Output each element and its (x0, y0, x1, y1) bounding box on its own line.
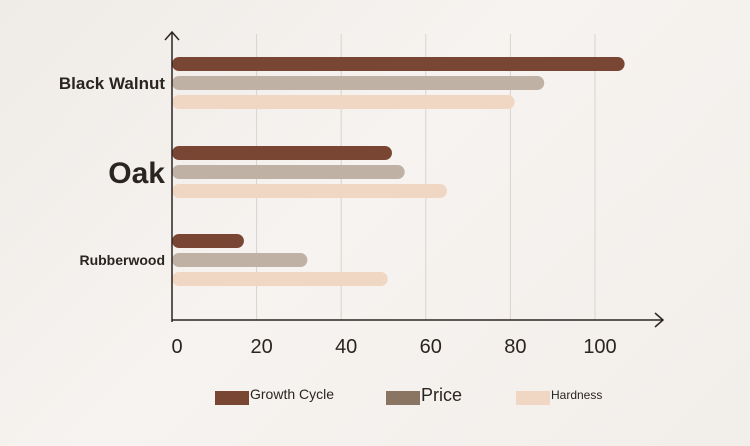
legend-label-hardness: Hardness (551, 388, 602, 402)
x-tick-label-0: 0 (171, 336, 182, 358)
y-axis-arrow (164, 30, 180, 41)
bar-oak-hardness (172, 184, 447, 198)
legend-label-growth-cycle: Growth Cycle (250, 386, 334, 402)
x-tick-label-80: 80 (504, 336, 526, 358)
legend-label-price: Price (421, 385, 462, 405)
bar-oak-price (172, 165, 405, 179)
category-labels: Black Walnut Oak Rubberwood (59, 74, 165, 268)
bar-black-walnut-hardness (172, 95, 515, 109)
bar-rubberwood-hardness (172, 272, 388, 286)
x-tick-label-20: 20 (250, 336, 272, 358)
x-tick-label-100: 100 (583, 336, 616, 358)
x-tick-labels: 0 20 40 60 80 100 (171, 336, 616, 358)
legend-swatch-price (386, 391, 420, 405)
legend-swatch-growth-cycle (215, 391, 249, 405)
legend-swatch-hardness (516, 391, 550, 405)
bar-black-walnut-price (172, 76, 545, 90)
bar-rubberwood-price (172, 253, 308, 267)
x-tick-label-40: 40 (335, 336, 357, 358)
bar-black-walnut-growth-cycle (172, 57, 625, 71)
bars-group (172, 57, 625, 286)
x-tick-label-60: 60 (420, 336, 442, 358)
x-axis-arrow (654, 312, 665, 328)
bar-rubberwood-growth-cycle (172, 234, 244, 248)
bar-oak-growth-cycle (172, 146, 392, 160)
legend: Growth Cycle Price Hardness (215, 385, 602, 405)
category-label-rubberwood: Rubberwood (79, 252, 165, 268)
category-label-oak: Oak (108, 157, 165, 190)
category-label-black-walnut: Black Walnut (59, 74, 165, 93)
